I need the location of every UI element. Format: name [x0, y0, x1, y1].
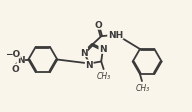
- Text: CH₃: CH₃: [136, 84, 150, 93]
- Text: N: N: [85, 60, 93, 69]
- Text: N: N: [99, 45, 107, 54]
- Text: NH: NH: [108, 31, 123, 40]
- Text: N: N: [80, 48, 88, 57]
- Text: O: O: [95, 21, 102, 30]
- Text: CH₃: CH₃: [97, 72, 111, 81]
- Text: O: O: [12, 65, 19, 74]
- Text: N: N: [17, 56, 25, 64]
- Text: −O: −O: [5, 50, 20, 58]
